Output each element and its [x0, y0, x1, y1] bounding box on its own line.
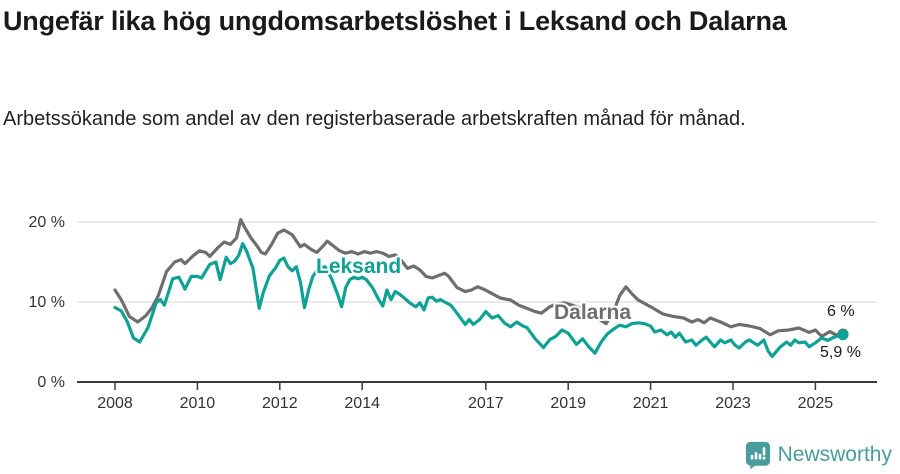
exclamation-dot — [762, 456, 766, 460]
end-value-label-dalarna: 6 % — [827, 303, 855, 320]
x-tick-label-2017: 2017 — [468, 395, 504, 412]
bar-2 — [754, 452, 757, 460]
y-tick-label-20: 20 % — [29, 214, 65, 231]
y-tick-label-10: 10 % — [29, 294, 65, 311]
x-tick-label-2012: 2012 — [262, 395, 298, 412]
x-tick-label-2025: 2025 — [798, 395, 834, 412]
x-tick-label-2023: 2023 — [715, 395, 751, 412]
end-dot-leksand — [837, 329, 849, 341]
speech-bubble-shape — [745, 441, 770, 469]
brand-name: Newsworthy — [777, 443, 892, 466]
x-tick-label-2010: 2010 — [180, 395, 216, 412]
series-label-leksand: Leksand — [316, 255, 401, 278]
x-tick-label-2021: 2021 — [633, 395, 669, 412]
chart-subtitle: Arbetssökande som andel av den registerb… — [3, 108, 746, 130]
end-value-label-leksand: 5,9 % — [820, 344, 861, 361]
newsworthy-brand-link[interactable]: Newsworthy — [745, 441, 892, 469]
line-dalarna — [113, 218, 845, 338]
x-tick-label-2008: 2008 — [97, 395, 133, 412]
bar-1 — [750, 454, 753, 460]
y-tick-label-0: 0 % — [37, 374, 65, 391]
bar-3 — [758, 453, 761, 460]
exclamation-bar — [762, 447, 765, 456]
x-tick-label-2014: 2014 — [344, 395, 380, 412]
page-title: Ungefär lika hög ungdomsarbetslöshet i L… — [3, 6, 787, 36]
line-leksand — [113, 242, 845, 358]
x-tick-label-2019: 2019 — [550, 395, 586, 412]
newsworthy-logo-icon — [745, 441, 770, 469]
series-label-dalarna: Dalarna — [554, 301, 631, 324]
